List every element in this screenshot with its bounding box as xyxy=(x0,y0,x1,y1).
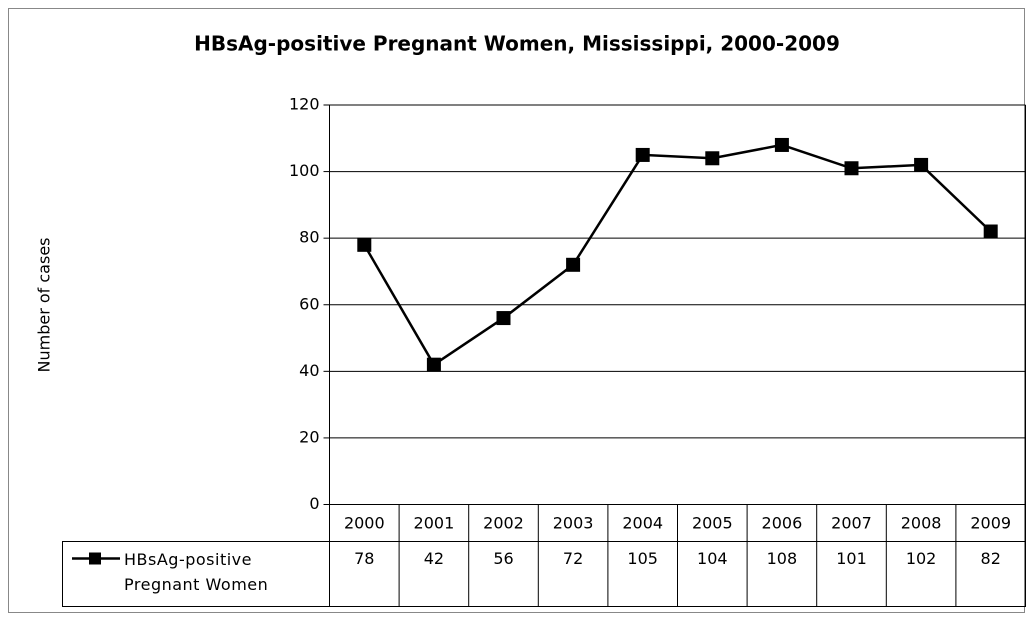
data-point xyxy=(566,257,581,272)
x-tick-label: 2000 xyxy=(344,514,385,533)
x-tick-label: 2009 xyxy=(970,514,1011,533)
data-point xyxy=(774,137,789,152)
y-tick-label: 80 xyxy=(299,228,319,247)
table-data-row xyxy=(62,541,1026,607)
y-tick-label: 60 xyxy=(299,294,319,313)
table-value: 101 xyxy=(836,549,867,568)
chart-title: HBsAg-positive Pregnant Women, Mississip… xyxy=(194,32,840,56)
legend-label-box: HBsAg-positive Pregnant Women xyxy=(124,549,269,594)
y-tick-label: 20 xyxy=(299,427,319,446)
data-point xyxy=(914,157,929,172)
table-value: 72 xyxy=(563,549,583,568)
data-point xyxy=(983,224,998,239)
table-value: 56 xyxy=(493,549,513,568)
table-value: 82 xyxy=(981,549,1001,568)
y-tick-label: 0 xyxy=(309,494,319,513)
x-tick-label: 2005 xyxy=(692,514,733,533)
table-value: 108 xyxy=(767,549,798,568)
data-point xyxy=(635,147,650,162)
data-point xyxy=(426,357,441,372)
x-tick-label: 2003 xyxy=(553,514,594,533)
y-tick-label: 100 xyxy=(289,161,320,180)
data-point xyxy=(496,311,511,326)
y-tick-label: 40 xyxy=(299,361,319,380)
x-tick-label: 2006 xyxy=(762,514,803,533)
x-tick-label: 2008 xyxy=(901,514,942,533)
y-tick-label: 120 xyxy=(289,95,320,114)
table-value: 78 xyxy=(354,549,374,568)
table-value: 42 xyxy=(424,549,444,568)
legend-label: HBsAg-positive Pregnant Women xyxy=(124,549,269,594)
x-tick-label: 2001 xyxy=(414,514,455,533)
table-value: 105 xyxy=(627,549,658,568)
data-point xyxy=(705,151,720,166)
chart-border xyxy=(8,8,1025,613)
x-tick-label: 2004 xyxy=(622,514,663,533)
table-value: 104 xyxy=(697,549,728,568)
y-axis-label: Number of cases xyxy=(35,238,54,373)
series-line xyxy=(363,143,992,367)
table-value: 102 xyxy=(906,549,937,568)
x-tick-label: 2007 xyxy=(831,514,872,533)
data-point xyxy=(844,161,859,176)
x-tick-label: 2002 xyxy=(483,514,524,533)
data-point xyxy=(357,237,372,252)
legend-marker xyxy=(89,552,101,565)
